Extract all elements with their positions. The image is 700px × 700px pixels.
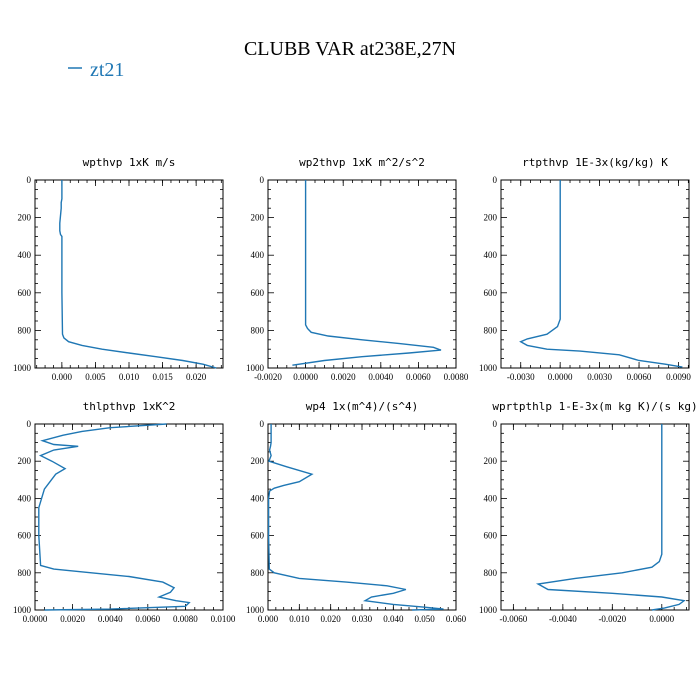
x-tick-label: 0.0060 — [135, 614, 160, 624]
y-tick-label: 600 — [18, 531, 32, 541]
y-tick-label: 0 — [27, 175, 32, 185]
y-tick-label: 400 — [484, 250, 498, 260]
y-tick-label: 800 — [484, 325, 498, 335]
panel-title: wp2thvp 1xK m^2/s^2 — [299, 156, 425, 169]
y-tick-label: 0 — [493, 175, 498, 185]
x-tick-label: 0.0060 — [627, 372, 652, 382]
panel-2: wp2thvp 1xK m^2/s^2 0 200 400 600 800 1000-0.0… — [246, 156, 469, 382]
x-tick-label: -0.0020 — [254, 372, 282, 382]
series-line — [519, 180, 683, 368]
panel-title: thlpthvp 1xK^2 — [83, 400, 176, 413]
plot-frame — [267, 423, 457, 611]
x-tick-label: -0.0040 — [549, 614, 577, 624]
series-line — [38, 423, 191, 611]
x-tick-label: 0.030 — [352, 614, 373, 624]
series-line — [59, 180, 217, 369]
panel-6: wprtpthlp 1-E-3x(m kg K)/(s kg) 0 200 400 60… — [479, 400, 698, 624]
x-tick-label: -0.0030 — [507, 372, 535, 382]
x-tick-label: 0.0030 — [587, 372, 612, 382]
x-tick-label: 0.015 — [152, 372, 173, 382]
panel-title: wprtpthlp 1-E-3x(m kg K)/(s kg) — [492, 400, 697, 413]
x-tick-label: 0.0060 — [406, 372, 431, 382]
x-tick-label: 0.0000 — [23, 614, 48, 624]
series-line — [535, 424, 686, 611]
x-tick-label: 0.010 — [119, 372, 140, 382]
x-tick-label: 0.0100 — [211, 614, 236, 624]
y-tick-label: 600 — [251, 531, 265, 541]
y-tick-label: 600 — [484, 288, 498, 298]
x-tick-label: -0.0060 — [499, 614, 527, 624]
series-line — [292, 180, 442, 366]
y-tick-label: 1000 — [479, 363, 498, 373]
y-tick-label: 1000 — [479, 605, 498, 615]
y-tick-label: 200 — [484, 213, 498, 223]
x-tick-label: 0.040 — [383, 614, 404, 624]
legend: zt21 — [68, 59, 124, 81]
x-tick-label: 0.005 — [85, 372, 106, 382]
x-tick-label: 0.0000 — [293, 372, 318, 382]
x-tick-label: 0.0080 — [444, 372, 469, 382]
x-tick-label: 0.010 — [289, 614, 310, 624]
panel-3: rtpthvp 1E-3x(kg/kg) K 0 200 400 600 800 1000-… — [479, 156, 691, 382]
y-tick-label: 800 — [484, 568, 498, 578]
y-tick-label: 800 — [18, 568, 32, 578]
y-tick-label: 400 — [251, 250, 265, 260]
y-tick-label: 600 — [484, 531, 498, 541]
y-tick-label: 0 — [260, 175, 265, 185]
series-line — [267, 424, 444, 611]
y-tick-label: 1000 — [246, 605, 265, 615]
y-tick-label: 600 — [18, 288, 32, 298]
x-tick-label: 0.020 — [186, 372, 207, 382]
plot-frame — [34, 179, 224, 369]
x-tick-label: 0.0090 — [666, 372, 691, 382]
y-tick-label: 200 — [484, 456, 498, 466]
x-tick-label: 0.0040 — [368, 372, 393, 382]
y-tick-label: 200 — [18, 456, 32, 466]
x-tick-label: 0.000 — [52, 372, 73, 382]
x-tick-label: 0.0000 — [649, 614, 674, 624]
x-tick-label: 0.0020 — [60, 614, 85, 624]
y-tick-label: 400 — [18, 250, 32, 260]
x-tick-label: 0.0020 — [331, 372, 356, 382]
y-tick-label: 1000 — [13, 605, 32, 615]
x-tick-label: -0.0020 — [598, 614, 626, 624]
y-tick-label: 800 — [18, 325, 32, 335]
x-tick-label: 0.000 — [258, 614, 279, 624]
x-tick-label: 0.020 — [321, 614, 342, 624]
y-tick-label: 0 — [493, 419, 498, 429]
y-tick-label: 400 — [18, 493, 32, 503]
x-tick-label: 0.050 — [415, 614, 436, 624]
y-tick-label: 0 — [260, 419, 265, 429]
x-tick-label: 0.060 — [446, 614, 467, 624]
y-tick-label: 1000 — [13, 363, 32, 373]
x-tick-label: 0.0040 — [98, 614, 123, 624]
y-tick-label: 400 — [251, 493, 265, 503]
y-tick-label: 800 — [251, 568, 265, 578]
x-tick-label: 0.0080 — [173, 614, 198, 624]
y-tick-label: 800 — [251, 325, 265, 335]
y-tick-label: 200 — [251, 213, 265, 223]
figure-title: CLUBB VAR at238E,27N — [244, 38, 456, 60]
y-tick-label: 200 — [18, 213, 32, 223]
panel-title: wp4 1x(m^4)/(s^4) — [306, 400, 419, 413]
y-tick-label: 600 — [251, 288, 265, 298]
x-tick-label: 0.0000 — [548, 372, 573, 382]
y-tick-label: 0 — [27, 419, 32, 429]
plot-frame — [500, 179, 690, 369]
y-tick-label: 200 — [251, 456, 265, 466]
panel-1: wpthvp 1xK m/s 0 200 400 600 800 1000 0.000 0.00… — [13, 156, 224, 382]
y-tick-label: 1000 — [246, 363, 265, 373]
y-tick-label: 400 — [484, 493, 498, 503]
legend-label: zt21 — [90, 59, 124, 81]
panel-title: rtpthvp 1E-3x(kg/kg) K — [522, 156, 668, 169]
panel-title: wpthvp 1xK m/s — [83, 156, 176, 169]
plot-frame — [34, 423, 224, 611]
plot-frame — [500, 423, 690, 611]
